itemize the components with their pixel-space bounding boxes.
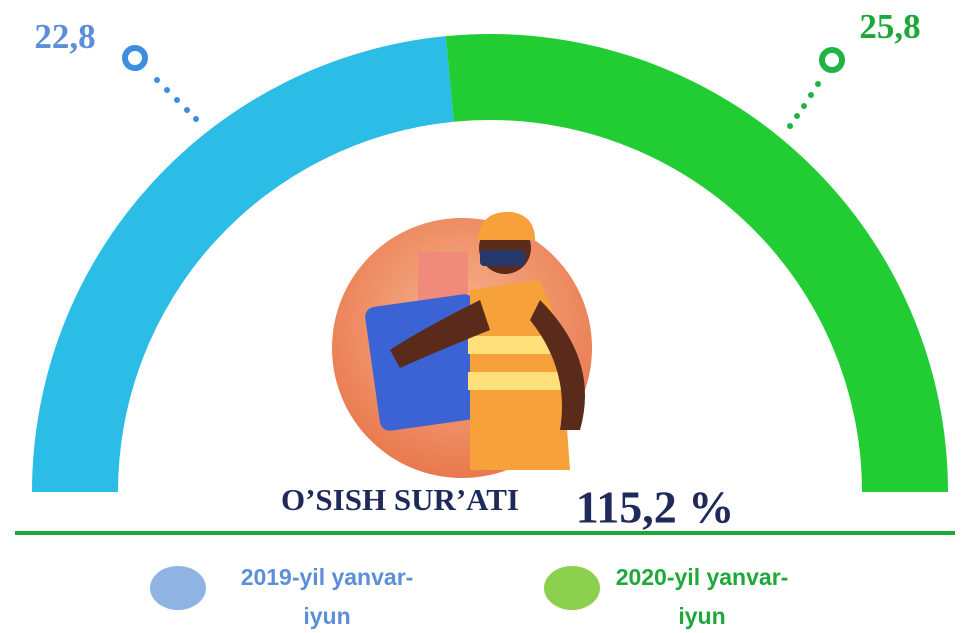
legend-label: 2019-yil yanvar-iyun <box>240 564 414 629</box>
value-label: 25,8 <box>859 7 920 46</box>
leader-left <box>122 45 199 122</box>
legend-label: 2020-yil yanvar-iyun <box>615 564 789 629</box>
arc-segment <box>445 34 948 493</box>
legend-swatch <box>544 566 600 610</box>
leader-right <box>787 47 845 129</box>
arc-segment <box>32 36 454 493</box>
growth-label: O’SISH SUR’ATI <box>281 482 519 517</box>
value-label: 22,8 <box>34 17 95 56</box>
legend-swatch <box>150 566 206 610</box>
growth-value: 115,2 % <box>576 482 734 533</box>
illustration <box>332 211 592 478</box>
